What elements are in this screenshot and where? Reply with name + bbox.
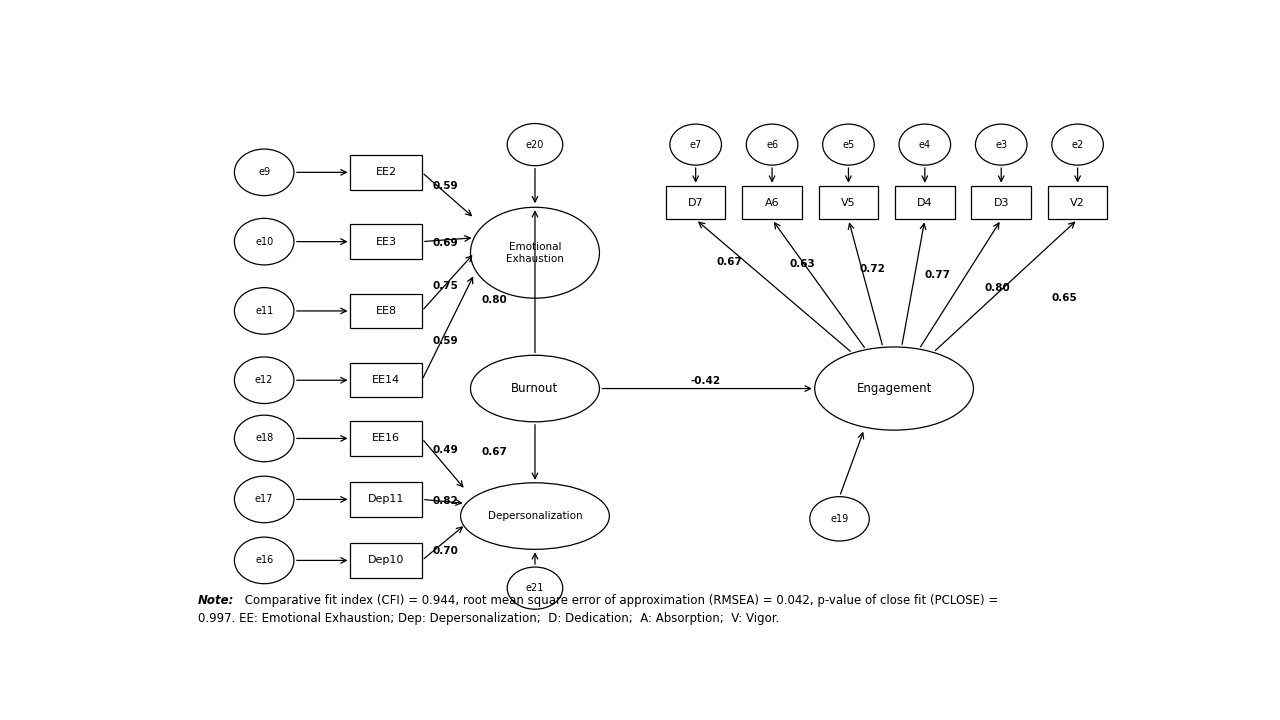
- Text: Engagement: Engagement: [856, 382, 932, 395]
- Bar: [351, 155, 422, 189]
- Text: V2: V2: [1070, 198, 1085, 208]
- Text: 0.63: 0.63: [790, 259, 815, 269]
- Text: 0.67: 0.67: [717, 256, 742, 266]
- Text: 0.59: 0.59: [433, 336, 458, 346]
- Text: e3: e3: [995, 140, 1007, 150]
- Bar: [351, 363, 422, 397]
- Text: -0.42: -0.42: [690, 377, 721, 387]
- Bar: [819, 186, 878, 220]
- Text: e6: e6: [765, 140, 778, 150]
- Bar: [742, 186, 801, 220]
- Text: V5: V5: [841, 198, 856, 208]
- Text: Dep10: Dep10: [367, 555, 404, 565]
- Text: e4: e4: [919, 140, 931, 150]
- Bar: [351, 543, 422, 577]
- Text: 0.70: 0.70: [433, 546, 458, 556]
- Text: Emotional
Exhaustion: Emotional Exhaustion: [506, 242, 564, 264]
- Text: EE8: EE8: [375, 306, 397, 316]
- Text: 0.69: 0.69: [433, 238, 458, 248]
- Bar: [351, 421, 422, 456]
- Text: e12: e12: [255, 375, 274, 385]
- Text: D4: D4: [916, 198, 933, 208]
- Bar: [972, 186, 1030, 220]
- Text: 0.80: 0.80: [481, 295, 507, 305]
- Text: Burnout: Burnout: [511, 382, 558, 395]
- Text: 0.65: 0.65: [1052, 292, 1078, 302]
- Text: e21: e21: [526, 583, 544, 593]
- Text: 0.75: 0.75: [433, 281, 458, 291]
- Text: e18: e18: [255, 433, 274, 444]
- Text: e10: e10: [255, 237, 274, 247]
- Text: 0.72: 0.72: [859, 264, 886, 274]
- Bar: [351, 294, 422, 328]
- Text: EE3: EE3: [375, 237, 397, 247]
- Bar: [666, 186, 726, 220]
- Text: D3: D3: [993, 198, 1009, 208]
- Bar: [895, 186, 955, 220]
- Bar: [1048, 186, 1107, 220]
- Text: A6: A6: [764, 198, 780, 208]
- Text: D7: D7: [687, 198, 704, 208]
- Text: 0.59: 0.59: [433, 181, 458, 192]
- Text: EE2: EE2: [375, 167, 397, 177]
- Text: 0.67: 0.67: [481, 447, 507, 457]
- Text: 0.49: 0.49: [433, 444, 458, 454]
- Text: 0.77: 0.77: [924, 271, 951, 281]
- Text: 0.997. EE: Emotional Exhaustion; Dep: Depersonalization;  D: Dedication;  A: Abs: 0.997. EE: Emotional Exhaustion; Dep: De…: [197, 612, 780, 625]
- Text: e17: e17: [255, 495, 274, 505]
- Text: e16: e16: [255, 555, 274, 565]
- Text: e19: e19: [831, 514, 849, 524]
- Text: EE14: EE14: [372, 375, 401, 385]
- Text: Depersonalization: Depersonalization: [488, 511, 582, 521]
- Text: Comparative fit index (CFI) = 0.944, root mean square error of approximation (RM: Comparative fit index (CFI) = 0.944, roo…: [242, 595, 998, 608]
- Bar: [351, 482, 422, 517]
- Text: e11: e11: [255, 306, 274, 316]
- Text: e20: e20: [526, 140, 544, 150]
- Text: 0.80: 0.80: [984, 283, 1010, 293]
- Text: e9: e9: [259, 167, 270, 177]
- Text: EE16: EE16: [372, 433, 401, 444]
- Text: Dep11: Dep11: [367, 495, 404, 505]
- Text: e7: e7: [690, 140, 701, 150]
- Bar: [351, 225, 422, 258]
- Text: Note:: Note:: [197, 595, 234, 608]
- Text: 0.82: 0.82: [433, 495, 458, 505]
- Text: e5: e5: [842, 140, 855, 150]
- Text: e2: e2: [1071, 140, 1084, 150]
